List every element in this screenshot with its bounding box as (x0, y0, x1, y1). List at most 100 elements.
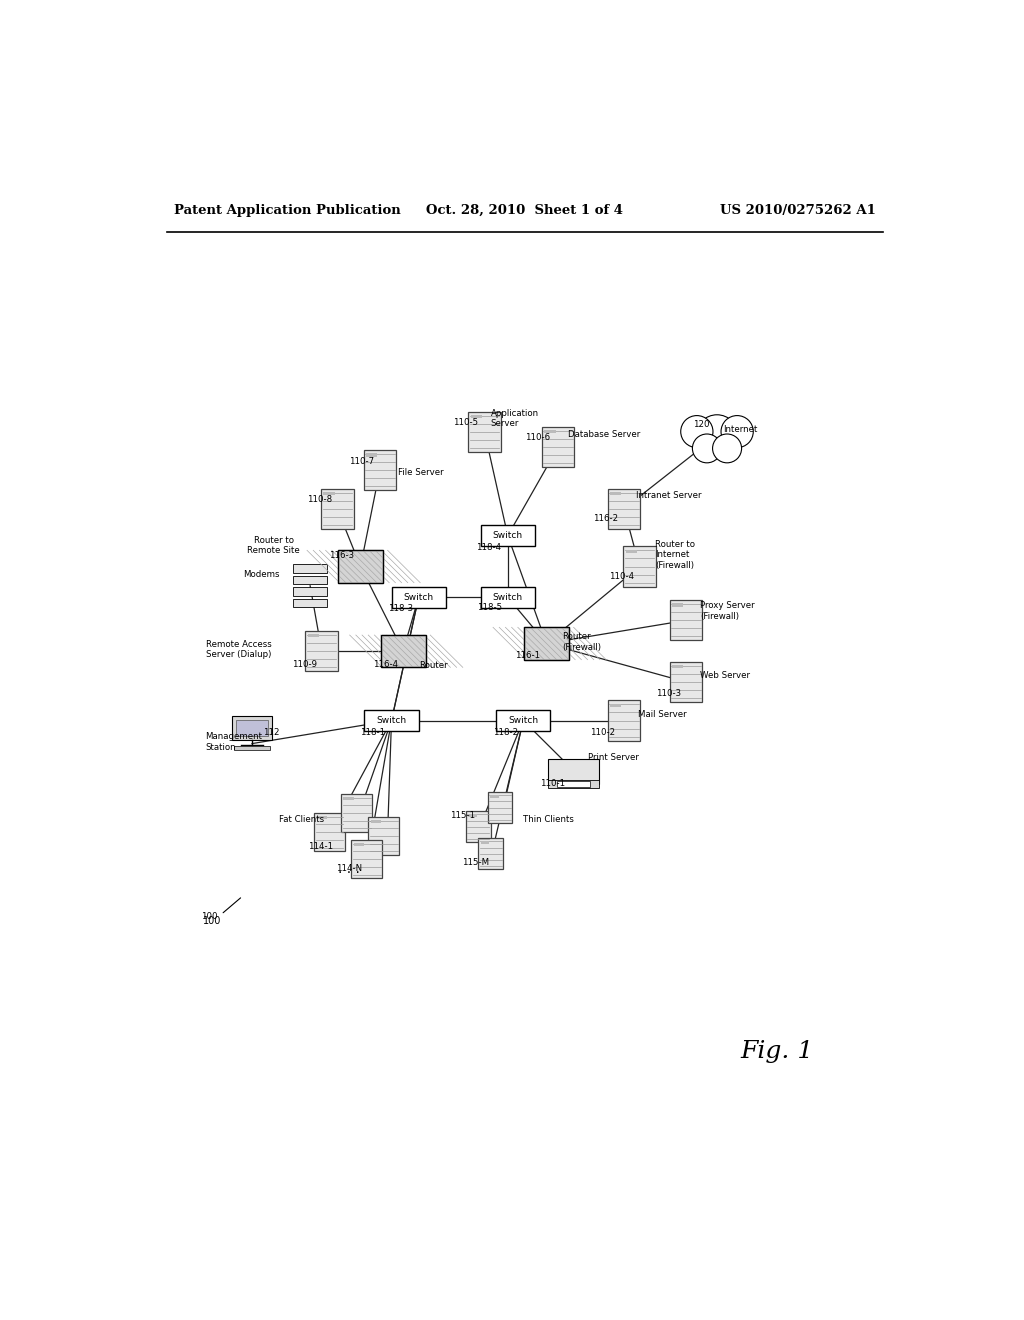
Circle shape (696, 414, 738, 457)
FancyBboxPatch shape (305, 631, 338, 671)
Text: 116-3: 116-3 (330, 552, 354, 560)
FancyBboxPatch shape (381, 635, 426, 668)
Text: Oct. 28, 2010  Sheet 1 of 4: Oct. 28, 2010 Sheet 1 of 4 (426, 205, 624, 218)
Bar (471, 414, 482, 418)
Text: Mail Server: Mail Server (638, 710, 686, 719)
Text: 110-6: 110-6 (524, 433, 550, 442)
Text: Fig. 1: Fig. 1 (740, 1040, 813, 1063)
FancyBboxPatch shape (231, 715, 272, 739)
Bar (489, 795, 499, 797)
Text: 110-1: 110-1 (540, 779, 565, 788)
Text: 118-5: 118-5 (476, 603, 502, 611)
FancyBboxPatch shape (364, 450, 396, 490)
FancyBboxPatch shape (293, 564, 328, 573)
Text: 115-M: 115-M (462, 858, 488, 867)
FancyBboxPatch shape (293, 599, 328, 607)
FancyBboxPatch shape (478, 838, 503, 869)
Text: Router to
Internet
(Firewall): Router to Internet (Firewall) (655, 540, 695, 570)
Bar (672, 603, 683, 607)
Bar (610, 704, 622, 706)
FancyBboxPatch shape (542, 428, 574, 467)
Bar (626, 549, 637, 553)
Text: Switch: Switch (403, 593, 434, 602)
FancyBboxPatch shape (670, 601, 702, 640)
Text: Proxy Server
(Firewall): Proxy Server (Firewall) (700, 602, 755, 620)
Bar (316, 816, 328, 818)
Text: Router: Router (419, 660, 447, 669)
FancyBboxPatch shape (369, 817, 399, 855)
Text: · · ·: · · · (338, 866, 359, 880)
Bar (343, 797, 354, 800)
Text: Switch: Switch (508, 715, 539, 725)
FancyBboxPatch shape (293, 576, 328, 585)
Text: 110-2: 110-2 (591, 727, 615, 737)
Text: Router
(Firewall): Router (Firewall) (562, 632, 601, 652)
FancyBboxPatch shape (487, 792, 512, 822)
FancyBboxPatch shape (524, 627, 569, 660)
Bar (544, 430, 556, 433)
FancyBboxPatch shape (314, 813, 345, 851)
FancyBboxPatch shape (496, 710, 550, 731)
Circle shape (713, 434, 741, 463)
FancyBboxPatch shape (670, 663, 702, 702)
FancyBboxPatch shape (468, 412, 501, 451)
Bar (610, 492, 622, 495)
FancyBboxPatch shape (338, 550, 383, 582)
Circle shape (681, 416, 713, 447)
Text: Management
Station: Management Station (206, 733, 262, 752)
Text: 115-1: 115-1 (451, 810, 475, 820)
Text: Remote Access
Server (Dialup): Remote Access Server (Dialup) (206, 640, 271, 660)
Text: 110-8: 110-8 (307, 495, 332, 504)
Text: 110-9: 110-9 (292, 660, 317, 669)
Text: Modems: Modems (243, 570, 280, 578)
Text: Switch: Switch (493, 531, 523, 540)
Text: 116-4: 116-4 (373, 660, 398, 669)
Bar (353, 843, 365, 846)
Text: 110-7: 110-7 (349, 457, 375, 466)
Text: 118-4: 118-4 (476, 543, 501, 552)
Text: File Server: File Server (397, 469, 443, 477)
FancyBboxPatch shape (391, 586, 445, 609)
Circle shape (721, 416, 754, 447)
FancyBboxPatch shape (549, 780, 599, 788)
FancyBboxPatch shape (365, 710, 419, 731)
Text: Database Server: Database Server (568, 429, 640, 438)
Text: 118-3: 118-3 (388, 603, 414, 612)
Text: Fat Clients: Fat Clients (280, 814, 325, 824)
Text: Intranet Server: Intranet Server (636, 491, 701, 500)
Text: 118-1: 118-1 (359, 729, 385, 738)
Bar (324, 492, 335, 495)
Text: Patent Application Publication: Patent Application Publication (174, 205, 401, 218)
FancyBboxPatch shape (351, 840, 382, 878)
FancyBboxPatch shape (607, 488, 640, 529)
Text: 114-1: 114-1 (307, 842, 333, 850)
Text: 110-3: 110-3 (655, 689, 681, 698)
FancyBboxPatch shape (233, 746, 270, 750)
Text: Print Server: Print Server (588, 752, 638, 762)
Text: 110-4: 110-4 (609, 572, 634, 581)
FancyBboxPatch shape (549, 759, 599, 784)
Text: 110-5: 110-5 (454, 418, 478, 426)
FancyBboxPatch shape (480, 525, 535, 546)
Circle shape (692, 434, 722, 463)
Text: Switch: Switch (493, 593, 523, 602)
Text: 116-1: 116-1 (515, 651, 541, 660)
Text: Application
Server: Application Server (490, 409, 539, 429)
FancyBboxPatch shape (624, 546, 655, 586)
Bar (480, 841, 489, 843)
Text: Thin Clients: Thin Clients (523, 814, 574, 824)
FancyBboxPatch shape (607, 701, 640, 741)
FancyBboxPatch shape (293, 587, 328, 595)
FancyBboxPatch shape (341, 793, 372, 832)
Text: US 2010/0275262 A1: US 2010/0275262 A1 (720, 205, 876, 218)
Text: Internet: Internet (723, 425, 758, 434)
Text: Switch: Switch (377, 715, 407, 725)
Text: Web Server: Web Server (700, 672, 750, 680)
Bar (672, 665, 683, 668)
Text: 112: 112 (263, 727, 280, 737)
Bar (371, 820, 381, 822)
FancyBboxPatch shape (480, 586, 535, 609)
Bar (308, 635, 319, 638)
FancyBboxPatch shape (321, 488, 353, 529)
FancyBboxPatch shape (237, 719, 267, 737)
